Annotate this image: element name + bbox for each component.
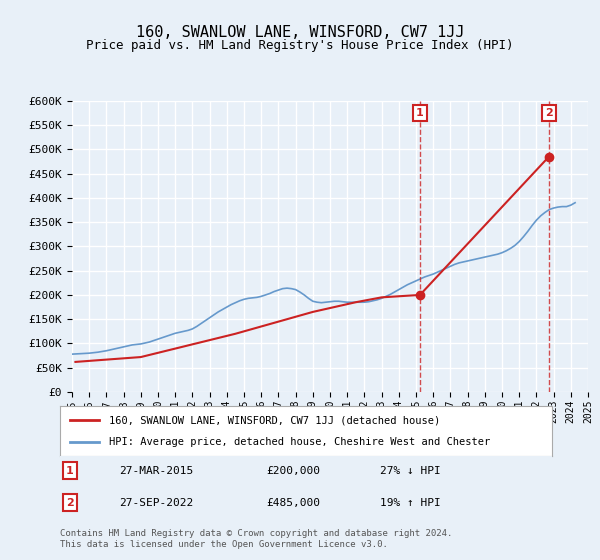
Text: 2: 2	[545, 108, 553, 118]
Text: 1: 1	[416, 108, 424, 118]
Text: 27-SEP-2022: 27-SEP-2022	[119, 498, 193, 508]
Text: 19% ↑ HPI: 19% ↑ HPI	[380, 498, 440, 508]
Text: £485,000: £485,000	[266, 498, 320, 508]
Text: 27% ↓ HPI: 27% ↓ HPI	[380, 465, 440, 475]
Text: 1: 1	[66, 465, 74, 475]
Text: HPI: Average price, detached house, Cheshire West and Chester: HPI: Average price, detached house, Ches…	[109, 437, 490, 447]
Text: 160, SWANLOW LANE, WINSFORD, CW7 1JJ: 160, SWANLOW LANE, WINSFORD, CW7 1JJ	[136, 25, 464, 40]
Text: £200,000: £200,000	[266, 465, 320, 475]
Text: 160, SWANLOW LANE, WINSFORD, CW7 1JJ (detached house): 160, SWANLOW LANE, WINSFORD, CW7 1JJ (de…	[109, 415, 440, 425]
Text: 2: 2	[66, 498, 74, 508]
Text: Price paid vs. HM Land Registry's House Price Index (HPI): Price paid vs. HM Land Registry's House …	[86, 39, 514, 52]
Text: Contains HM Land Registry data © Crown copyright and database right 2024.
This d: Contains HM Land Registry data © Crown c…	[60, 529, 452, 549]
Text: 27-MAR-2015: 27-MAR-2015	[119, 465, 193, 475]
